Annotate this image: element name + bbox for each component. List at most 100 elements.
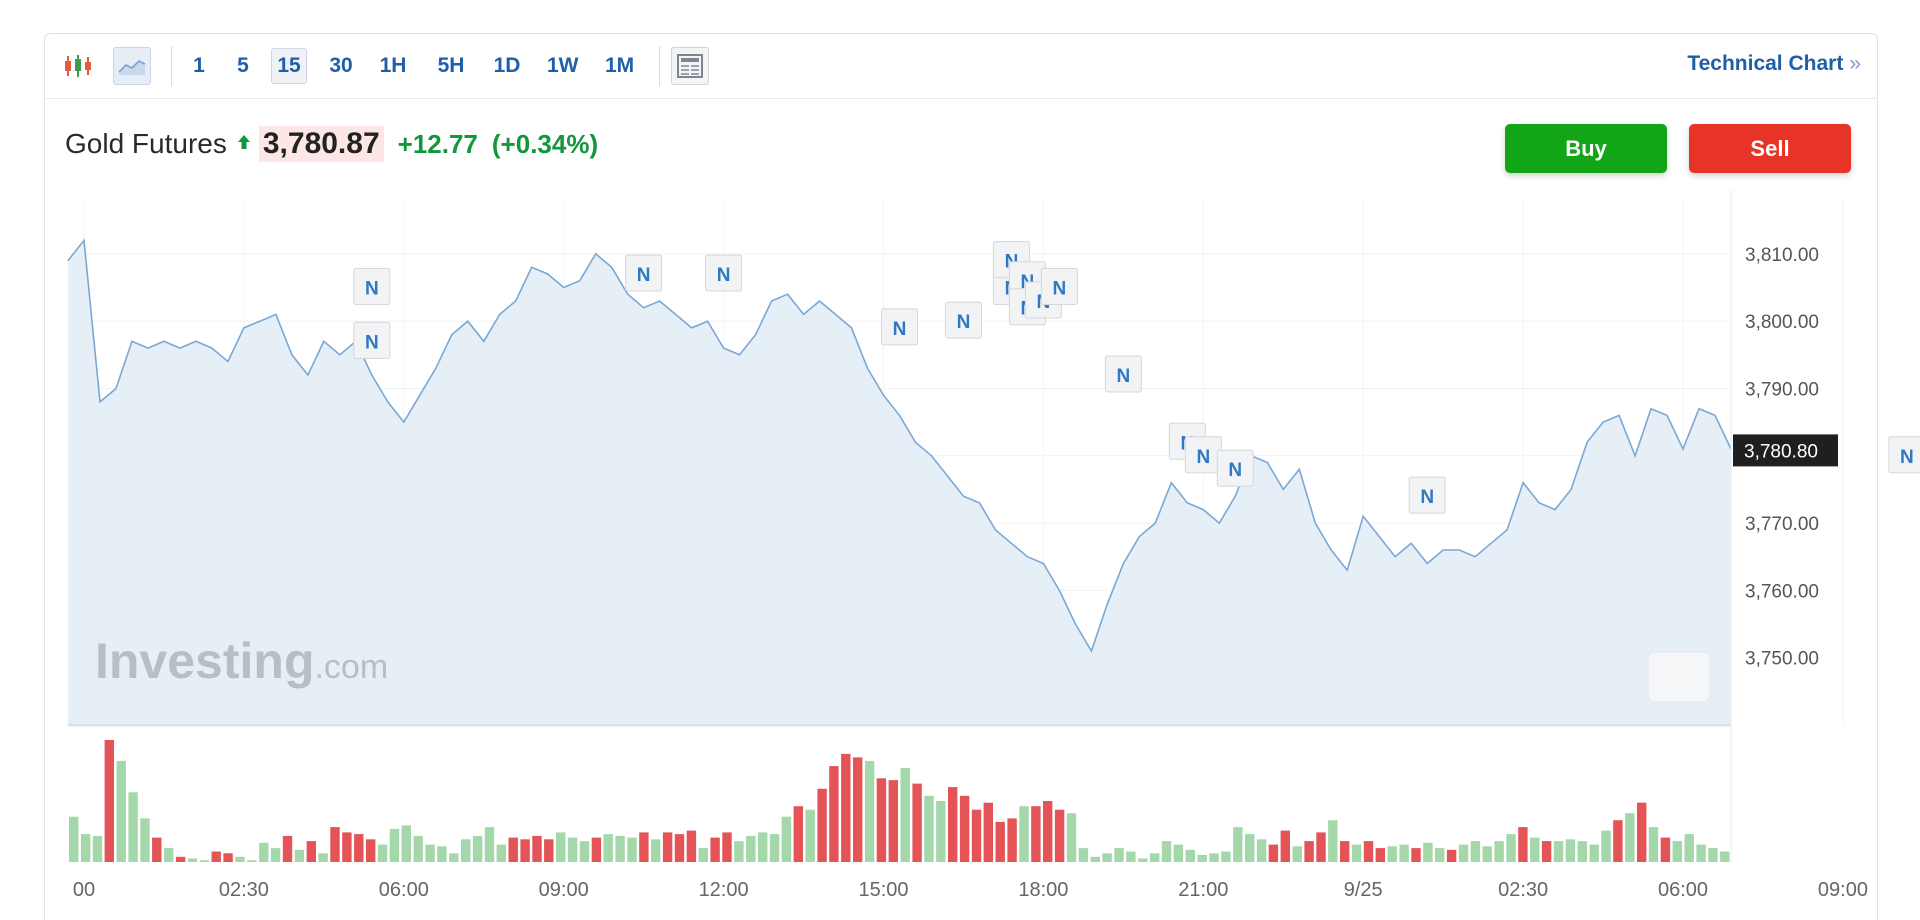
volume-bar [1066, 813, 1077, 862]
volume-bar [1138, 858, 1148, 862]
volume-bar [853, 757, 863, 862]
news-marker: N [353, 268, 391, 305]
volume-bars [69, 740, 1730, 862]
volume-bar [1708, 848, 1718, 862]
technical-chart-label: Technical Chart [1687, 52, 1844, 75]
volume-bar [1518, 827, 1528, 862]
volume-bar [1684, 834, 1694, 862]
volume-bar [1696, 844, 1706, 862]
volume-bar [116, 760, 126, 862]
volume-bar [793, 806, 803, 862]
volume-bar [1375, 848, 1385, 862]
volume-bar [1292, 846, 1302, 862]
volume-bar [556, 832, 566, 862]
volume-bar [461, 839, 471, 862]
x-axis: 00 02:30 06:00 09:00 12:00 15:00 18:00 21:00 9/2… [73, 879, 1868, 901]
volume-bar [1019, 806, 1029, 862]
volume-bar [1589, 844, 1599, 862]
volume-bar [520, 839, 530, 862]
news-marker-box [1408, 476, 1446, 514]
sell-button[interactable]: Sell [1689, 124, 1851, 173]
interval-5-button[interactable]: 5 [237, 54, 249, 77]
volume-bar [294, 849, 305, 862]
candlestick-icon[interactable] [59, 47, 97, 85]
volume-bar [1470, 841, 1481, 862]
volume-bar [199, 860, 210, 862]
interval-1w-button[interactable]: 1W [547, 54, 579, 77]
volume-bar [698, 848, 708, 862]
x-tick-label: 15:00 [858, 879, 908, 901]
volume-bar [92, 835, 103, 862]
volume-bar [1185, 849, 1195, 862]
volume-bar [936, 801, 946, 862]
area-chart-icon[interactable] [113, 47, 151, 85]
volume-bar [829, 766, 839, 862]
x-tick-label: 02:30 [219, 879, 269, 901]
news-marker: N [944, 301, 982, 339]
volume-bar [567, 837, 578, 862]
volume-bar [1280, 830, 1290, 862]
volume-bar [1530, 837, 1540, 862]
buy-button[interactable]: Buy [1505, 124, 1667, 173]
volume-bar [1435, 848, 1445, 862]
volume-bar [912, 783, 922, 862]
volume-bar [1209, 853, 1219, 862]
volume-bar [1054, 809, 1065, 862]
up-arrow-icon [237, 134, 251, 155]
volume-bar [1613, 820, 1623, 862]
news-marker-label: N [637, 265, 651, 286]
interval-1m-button[interactable]: 1M [605, 54, 635, 77]
volume-bar [1268, 844, 1279, 862]
volume-bar [1601, 830, 1611, 862]
news-marker-box [1040, 268, 1078, 305]
volume-bar [330, 827, 340, 862]
volume-bar [1340, 841, 1350, 862]
news-marker-label: N [365, 332, 379, 353]
x-tick-label: 09:00 [539, 879, 589, 901]
news-marker-box [705, 254, 743, 292]
chart-toolbar: 1 5 15 30 1H 5H 1D 1W 1M Technical Chart… [45, 34, 1877, 99]
volume-bar [140, 818, 150, 862]
news-marker-box [1104, 355, 1142, 393]
volume-bar [1043, 801, 1053, 862]
y-tick-label: 3,810.00 [1745, 245, 1819, 266]
last-price-tag-label: 3,780.80 [1744, 441, 1818, 462]
interval-15-button[interactable]: 15 [271, 48, 307, 84]
volume-bar [69, 816, 79, 862]
y-tick-label: 3,760.00 [1745, 581, 1819, 602]
y-axis: 3,810.003,800.003,790.003,780.003,770.00… [1733, 245, 1838, 670]
news-marker-box [1888, 436, 1920, 474]
x-tick-label: 18:00 [1018, 879, 1068, 901]
volume-bar [223, 853, 233, 862]
volume-bar [1648, 827, 1659, 862]
volume-bar [1411, 848, 1421, 862]
x-tick-label: 12:00 [699, 879, 749, 901]
x-tick-label: 21:00 [1178, 879, 1228, 901]
volume-bar [532, 835, 542, 862]
volume-bar [282, 835, 293, 862]
price-change: +12.77 [397, 128, 478, 159]
x-tick-label: 06:00 [1658, 879, 1708, 901]
volume-bar [1126, 851, 1136, 862]
interval-1-button[interactable]: 1 [193, 54, 205, 77]
toolbar-divider [659, 46, 660, 86]
volume-bar [971, 809, 982, 862]
news-marker: N [1216, 449, 1254, 487]
chart-settings-box [1647, 651, 1711, 703]
volume-bar [758, 832, 768, 862]
technical-chart-link[interactable]: Technical Chart» [1687, 52, 1861, 76]
interval-1d-button[interactable]: 1D [493, 54, 521, 77]
x-tick-label: 09:00 [1818, 879, 1868, 901]
interval-5h-button[interactable]: 5H [437, 54, 465, 77]
volume-bar [805, 809, 815, 862]
news-marker: N [1408, 476, 1446, 514]
volume-bar [187, 858, 198, 862]
news-marker-box [353, 268, 391, 305]
interval-1h-button[interactable]: 1H [379, 54, 407, 77]
y-tick-label: 3,800.00 [1745, 312, 1819, 333]
interval-30-button[interactable]: 30 [329, 54, 353, 77]
volume-bar [354, 834, 364, 862]
volume-bar [1458, 844, 1469, 862]
table-layout-icon[interactable] [671, 47, 709, 85]
